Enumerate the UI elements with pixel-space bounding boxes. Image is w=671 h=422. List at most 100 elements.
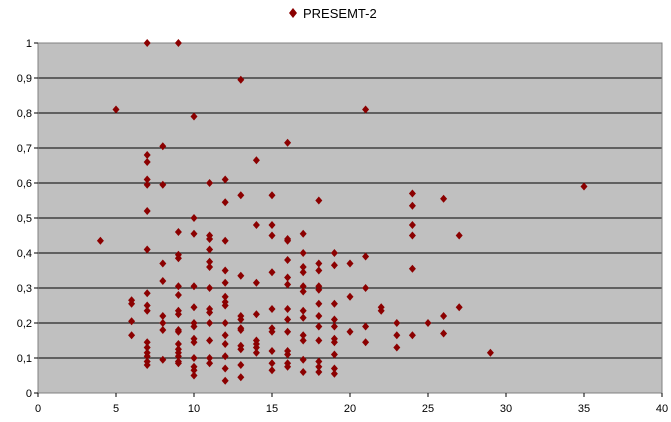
data-point <box>330 350 338 359</box>
x-tick-label: 10 <box>188 403 200 415</box>
legend-label: PRESEMT-2 <box>303 6 377 21</box>
data-point <box>174 228 182 236</box>
data-point <box>284 256 292 264</box>
data-point <box>159 355 167 364</box>
data-points <box>96 39 588 385</box>
data-point <box>315 259 323 268</box>
data-point <box>330 338 338 347</box>
data-point <box>206 257 214 266</box>
data-point <box>206 354 214 362</box>
y-tick-label: 1 <box>26 38 32 50</box>
data-point <box>174 291 182 299</box>
x-tick-label: 20 <box>344 403 356 415</box>
legend-marker <box>289 8 297 18</box>
x-tick-label: 0 <box>35 403 41 415</box>
data-point <box>190 322 198 331</box>
x-tick-label: 40 <box>656 403 668 415</box>
data-point <box>408 201 416 210</box>
x-axis-ticks: 0 5 10 15 20 25 30 35 40 <box>35 393 668 415</box>
data-point <box>221 266 229 275</box>
data-point <box>174 340 182 348</box>
data-point <box>440 312 448 320</box>
data-point <box>112 105 120 114</box>
data-point <box>143 306 151 315</box>
data-point <box>299 287 307 296</box>
data-point <box>315 336 323 345</box>
data-point <box>206 235 214 243</box>
data-point <box>346 259 354 268</box>
data-point <box>408 264 416 273</box>
data-point <box>346 292 354 301</box>
data-point <box>221 364 229 373</box>
legend: PRESEMT-2 <box>289 6 377 21</box>
y-tick-label: 0,4 <box>17 248 32 260</box>
data-point <box>143 301 151 310</box>
data-point <box>424 319 432 327</box>
data-point <box>299 355 307 364</box>
data-point <box>455 303 463 312</box>
data-point <box>299 263 307 271</box>
data-point <box>159 319 167 327</box>
data-point <box>190 371 198 380</box>
data-point <box>206 319 214 327</box>
y-tick-label: 0,5 <box>17 213 32 225</box>
data-point <box>221 376 229 385</box>
data-point <box>362 252 370 261</box>
data-point <box>221 340 229 348</box>
y-tick-label: 0,9 <box>17 73 32 85</box>
data-point <box>174 310 182 319</box>
data-point <box>143 352 151 361</box>
data-point <box>237 326 245 334</box>
data-point <box>143 289 151 298</box>
y-tick-label: 0,7 <box>17 143 32 155</box>
data-point <box>206 263 214 271</box>
data-point <box>237 75 245 84</box>
data-point <box>252 221 260 229</box>
data-point <box>143 175 151 184</box>
data-point <box>143 180 151 189</box>
data-point <box>268 305 276 313</box>
data-point <box>174 39 182 47</box>
data-point <box>362 105 370 114</box>
data-point <box>221 352 229 361</box>
data-point <box>237 361 245 369</box>
data-point <box>284 273 292 282</box>
data-point <box>284 280 292 289</box>
data-point <box>268 221 276 229</box>
data-point <box>299 268 307 277</box>
data-point <box>252 278 260 287</box>
data-point <box>221 278 229 287</box>
data-point <box>284 362 292 371</box>
data-point <box>268 191 276 200</box>
data-point <box>268 268 276 277</box>
data-point <box>159 326 167 334</box>
y-tick-label: 0,8 <box>17 108 32 120</box>
data-point <box>159 259 167 268</box>
data-point <box>299 229 307 238</box>
data-point <box>284 138 292 147</box>
data-point <box>221 331 229 340</box>
data-point <box>455 231 463 240</box>
data-point <box>221 319 229 327</box>
data-point <box>143 39 151 47</box>
data-point <box>408 221 416 229</box>
y-tick-label: 0 <box>26 388 32 400</box>
data-point <box>143 361 151 369</box>
data-point <box>440 329 448 338</box>
data-point <box>268 359 276 368</box>
data-point <box>143 245 151 254</box>
data-point <box>408 231 416 240</box>
data-point <box>190 229 198 238</box>
data-point <box>190 112 198 121</box>
data-point <box>393 331 401 340</box>
x-tick-label: 35 <box>578 403 590 415</box>
data-point <box>237 373 245 382</box>
data-point <box>143 151 151 159</box>
data-point <box>174 254 182 263</box>
data-point <box>284 327 292 336</box>
data-point <box>221 198 229 207</box>
data-point <box>580 182 588 191</box>
data-point <box>190 354 198 362</box>
data-point <box>315 196 323 205</box>
data-point <box>486 348 494 357</box>
